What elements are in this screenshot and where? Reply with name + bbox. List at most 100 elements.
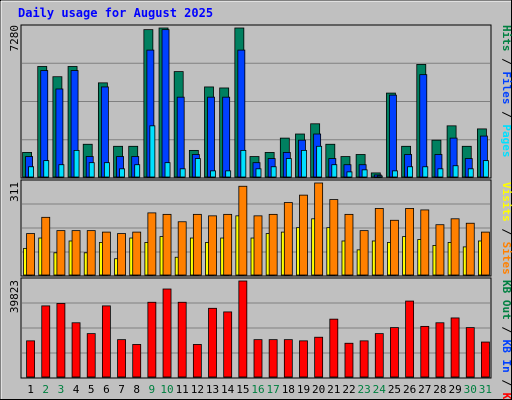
hits-legend: Hits / Files / Pages xyxy=(500,25,512,158)
visits-bar-sites-day-24 xyxy=(374,208,384,276)
x-axis-labels: 1 2 3 4 5 6 7 8 9 10 11 12 13 14 15 16 17 18 19 20 21 22 23 24 2… xyxy=(27,383,492,396)
hits-bar-pages-day-11 xyxy=(179,168,186,178)
hits-bar-pages-day-12 xyxy=(194,158,201,178)
kbytes-bar-kbytes-day-7 xyxy=(117,339,126,378)
hits-bar-pages-day-28 xyxy=(437,168,444,178)
visits-bar-sites-day-12 xyxy=(192,213,202,276)
kbytes-bar-kbytes-day-20 xyxy=(314,336,324,378)
visits-panel: 311 Visits / Sites xyxy=(8,179,512,277)
hits-bar-pages-day-14 xyxy=(225,170,232,178)
visits-bar-sites-day-22 xyxy=(344,213,354,276)
hits-bar-files-day-10 xyxy=(161,29,170,178)
x-tick-label-26: 26 xyxy=(403,383,416,396)
hits-bar-pages-day-9 xyxy=(149,125,156,178)
visits-panel-bars xyxy=(23,182,490,276)
visits-bar-sites-day-2 xyxy=(41,216,51,276)
visits-bar-sites-day-15 xyxy=(238,185,248,276)
kbytes-legend-part: KB In xyxy=(500,340,512,373)
hits-bar-pages-day-3 xyxy=(58,164,65,178)
kbytes-bar-kbytes-day-24 xyxy=(374,333,384,378)
hits-bar-pages-day-7 xyxy=(119,168,125,178)
x-tick-label-27: 27 xyxy=(418,383,431,396)
visits-bar-sites-day-20 xyxy=(314,182,324,276)
x-tick-label-1: 1 xyxy=(27,383,34,396)
visits-bar-sites-day-25 xyxy=(390,219,399,276)
visits-bar-sites-day-31 xyxy=(481,231,490,276)
kbytes-bar-kbytes-day-31 xyxy=(481,341,490,378)
visits-bar-sites-day-11 xyxy=(177,221,187,276)
kbytes-bar-kbytes-day-1 xyxy=(26,340,35,378)
hits-bar-pages-day-25 xyxy=(392,170,398,178)
x-tick-label-21: 21 xyxy=(327,383,340,396)
x-tick-label-16: 16 xyxy=(251,383,264,396)
visits-bar-sites-day-28 xyxy=(435,224,445,276)
hits-bar-pages-day-6 xyxy=(103,162,110,178)
hits-bar-pages-day-10 xyxy=(164,162,171,178)
hits-legend-part: / xyxy=(500,52,512,72)
hits-bar-files-day-13 xyxy=(207,96,215,178)
kbytes-bar-kbytes-day-21 xyxy=(329,318,339,378)
hits-bar-pages-day-24 xyxy=(376,175,383,178)
x-tick-label-20: 20 xyxy=(312,383,325,396)
kbytes-bar-kbytes-day-27 xyxy=(420,325,430,378)
kbytes-bar-kbytes-day-25 xyxy=(390,327,399,378)
hits-legend-part: Files xyxy=(500,71,512,104)
visits-legend-part: Sites xyxy=(500,242,512,275)
visits-bar-sites-day-30 xyxy=(465,222,475,276)
hits-bar-pages-day-8 xyxy=(134,164,141,178)
kbytes-bar-kbytes-day-3 xyxy=(56,303,66,378)
x-tick-label-13: 13 xyxy=(206,383,219,396)
kbytes-bar-kbytes-day-22 xyxy=(344,342,354,378)
kbytes-ymax-label: 39823 xyxy=(8,280,21,313)
visits-bar-sites-day-4 xyxy=(71,230,81,276)
hits-legend-part: Pages xyxy=(500,124,512,157)
kbytes-bar-kbytes-day-5 xyxy=(86,333,96,378)
x-tick-label-7: 7 xyxy=(118,383,125,396)
kbytes-bar-kbytes-day-9 xyxy=(147,301,157,378)
x-tick-label-30: 30 xyxy=(464,383,477,396)
x-tick-label-28: 28 xyxy=(433,383,446,396)
kbytes-bar-kbytes-day-16 xyxy=(253,339,263,378)
visits-legend: Visits / Sites xyxy=(500,182,512,275)
hits-bar-pages-day-1 xyxy=(28,166,34,178)
x-tick-label-5: 5 xyxy=(88,383,95,396)
hits-bar-pages-day-26 xyxy=(407,166,414,178)
visits-legend-part: / xyxy=(500,222,512,242)
x-tick-label-3: 3 xyxy=(58,383,65,396)
x-tick-label-24: 24 xyxy=(373,383,387,396)
hits-bar-pages-day-5 xyxy=(88,162,95,178)
hits-bar-pages-day-16 xyxy=(255,168,262,178)
x-tick-label-2: 2 xyxy=(42,383,49,396)
kbytes-bar-kbytes-day-17 xyxy=(268,339,278,378)
x-tick-label-4: 4 xyxy=(73,383,80,396)
hits-panel-bars xyxy=(22,27,489,178)
hits-bar-pages-day-30 xyxy=(467,168,474,178)
hits-bar-pages-day-31 xyxy=(483,160,489,178)
x-tick-label-14: 14 xyxy=(221,383,235,396)
kbytes-legend-part: KB F xyxy=(500,393,512,400)
hits-bar-files-day-3 xyxy=(55,88,64,178)
x-tick-label-29: 29 xyxy=(448,383,461,396)
kbytes-bar-kbytes-day-19 xyxy=(299,340,308,378)
kbytes-bar-kbytes-day-30 xyxy=(465,327,475,378)
hits-bar-files-day-11 xyxy=(176,96,185,178)
visits-bar-sites-day-7 xyxy=(117,233,126,276)
x-tick-label-15: 15 xyxy=(236,383,249,396)
hits-legend-part: / xyxy=(500,105,512,125)
x-tick-label-11: 11 xyxy=(176,383,189,396)
hits-bar-files-day-27 xyxy=(419,74,428,178)
hits-bar-files-day-14 xyxy=(222,96,231,178)
visits-bar-sites-day-14 xyxy=(223,213,233,276)
kbytes-bar-kbytes-day-13 xyxy=(208,307,217,378)
visits-bar-sites-day-10 xyxy=(162,213,172,276)
hits-legend-part: Hits xyxy=(500,25,512,52)
kbytes-bar-kbytes-day-15 xyxy=(238,280,248,378)
x-tick-label-31: 31 xyxy=(479,383,492,396)
visits-bar-sites-day-21 xyxy=(329,199,339,276)
x-tick-label-25: 25 xyxy=(388,383,401,396)
hits-bar-pages-day-13 xyxy=(210,170,216,178)
visits-bar-sites-day-29 xyxy=(450,218,460,276)
visits-bar-sites-day-18 xyxy=(283,202,293,276)
chart-title: Daily usage for August 2025 xyxy=(18,6,213,20)
hits-bar-pages-day-21 xyxy=(331,164,338,178)
